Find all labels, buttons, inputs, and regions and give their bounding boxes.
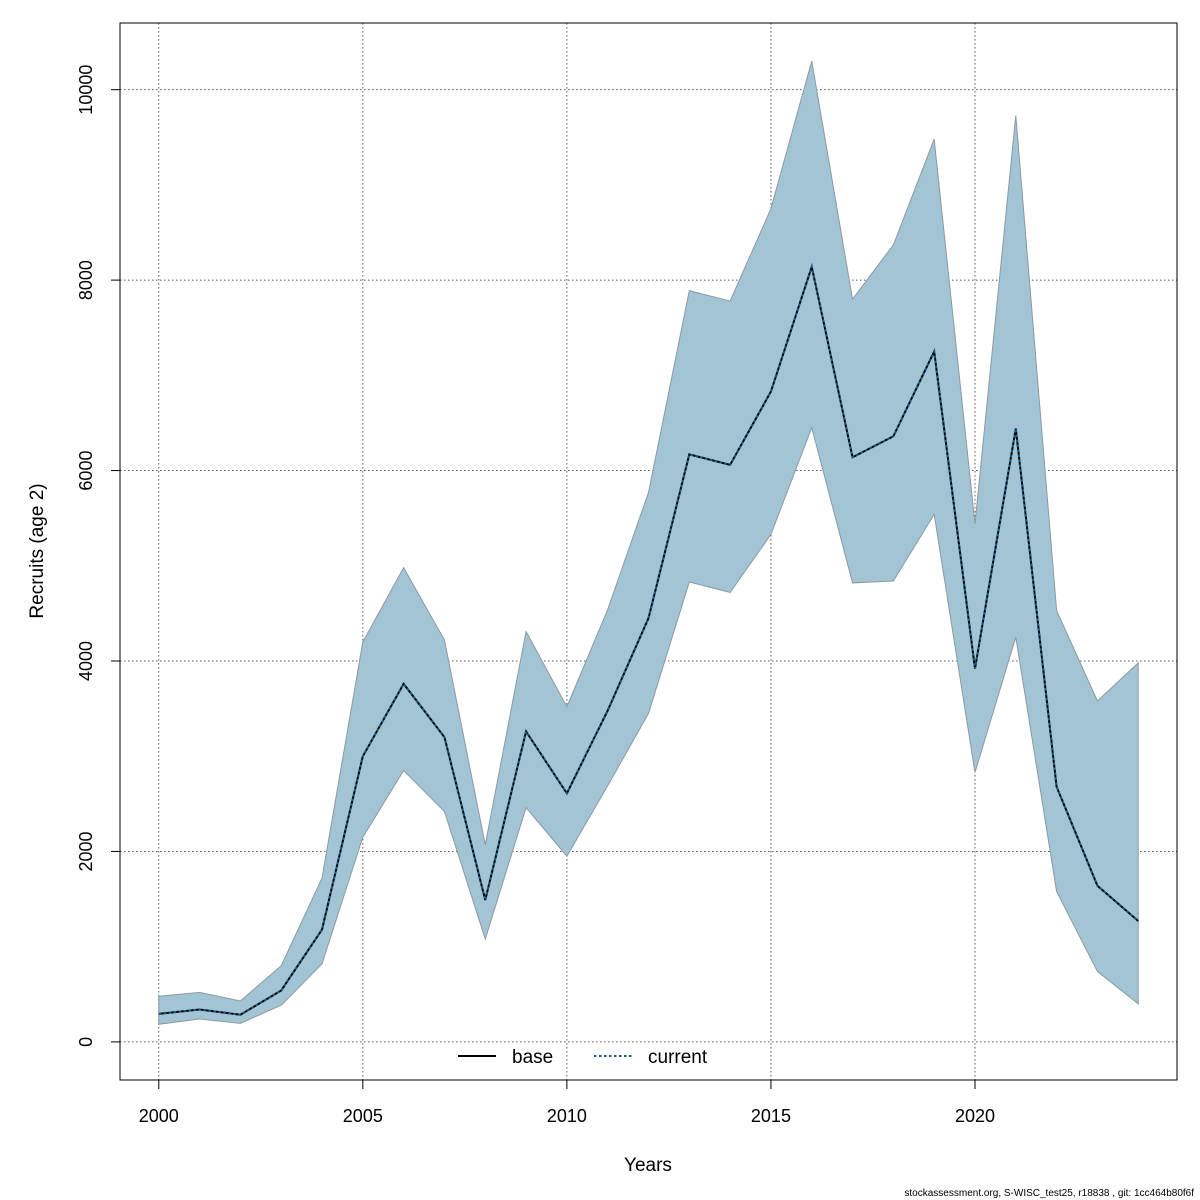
y-axis: 0 2000 4000 6000 8000 10000 <box>76 65 120 1047</box>
x-tick-label-2010: 2010 <box>547 1106 587 1126</box>
x-tick-label-2000: 2000 <box>139 1106 179 1126</box>
y-tick-label-8000: 8000 <box>76 260 96 300</box>
x-tick-label-2005: 2005 <box>343 1106 383 1126</box>
legend-label-current: current <box>648 1047 708 1068</box>
y-tick-label-10000: 10000 <box>76 65 96 115</box>
y-tick-label-2000: 2000 <box>76 831 96 871</box>
y-tick-label-0: 0 <box>76 1037 96 1047</box>
series-line-current <box>158 262 1139 1016</box>
y-tick-label-6000: 6000 <box>76 451 96 491</box>
series-lines <box>158 262 1139 1016</box>
legend: base current <box>458 1047 708 1068</box>
y-axis-title: Recruits (age 2) <box>27 483 48 618</box>
confidence-band <box>158 60 1139 1025</box>
x-tick-label-2015: 2015 <box>751 1106 791 1126</box>
y-tick-label-4000: 4000 <box>76 641 96 681</box>
footer-credit: stockassessment.org, S-WISC_test25, r188… <box>904 1188 1194 1199</box>
x-axis: 2000 2005 2010 2015 2020 <box>139 1080 995 1126</box>
legend-label-base: base <box>512 1047 553 1068</box>
plot-frame <box>119 22 1178 1081</box>
confidence-band-area <box>158 60 1139 1025</box>
x-axis-title: Years <box>624 1155 672 1176</box>
x-tick-label-2020: 2020 <box>955 1106 995 1126</box>
